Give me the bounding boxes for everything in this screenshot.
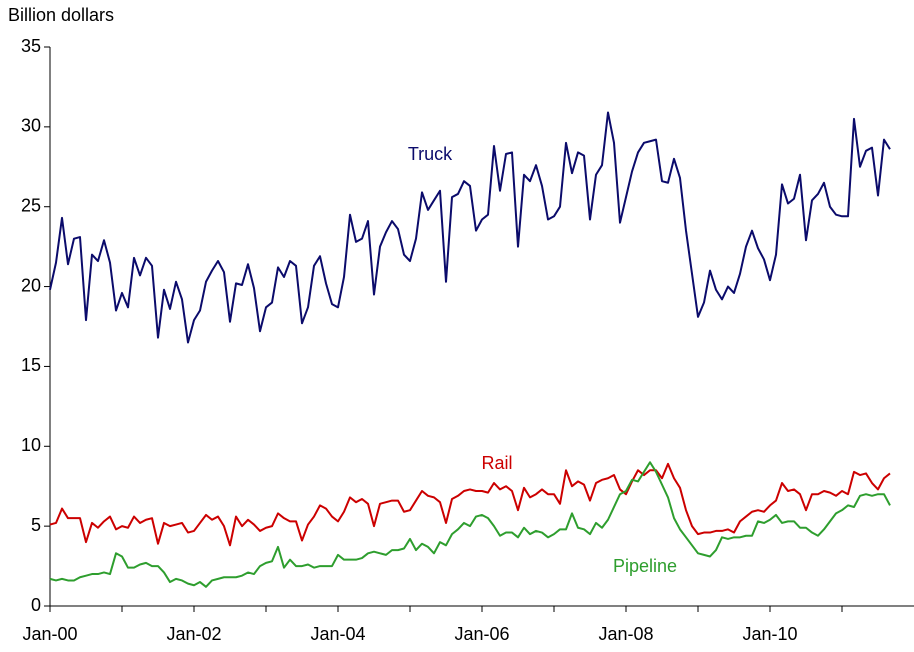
y-tick-label: 30 bbox=[21, 116, 41, 136]
y-tick-label: 10 bbox=[21, 435, 41, 455]
x-tick-label: Jan-10 bbox=[742, 624, 797, 644]
y-tick-label: 25 bbox=[21, 195, 41, 215]
y-tick-label: 15 bbox=[21, 355, 41, 375]
series-label: Truck bbox=[408, 144, 453, 164]
x-tick-label: Jan-06 bbox=[454, 624, 509, 644]
x-tick-label: Jan-04 bbox=[310, 624, 365, 644]
x-tick-label: Jan-02 bbox=[166, 624, 221, 644]
x-tick-label: Jan-00 bbox=[22, 624, 77, 644]
series-label: Rail bbox=[481, 453, 512, 473]
series-line bbox=[49, 462, 891, 547]
y-tick-label: 35 bbox=[21, 36, 41, 56]
y-tick-label: 5 bbox=[31, 515, 41, 535]
series-line bbox=[49, 111, 891, 344]
x-tick-label: Jan-08 bbox=[598, 624, 653, 644]
series-line bbox=[49, 461, 891, 588]
series-label: Pipeline bbox=[613, 556, 677, 576]
y-tick-label: 0 bbox=[31, 595, 41, 615]
y-tick-label: 20 bbox=[21, 275, 41, 295]
y-axis-label: Billion dollars bbox=[8, 5, 114, 25]
